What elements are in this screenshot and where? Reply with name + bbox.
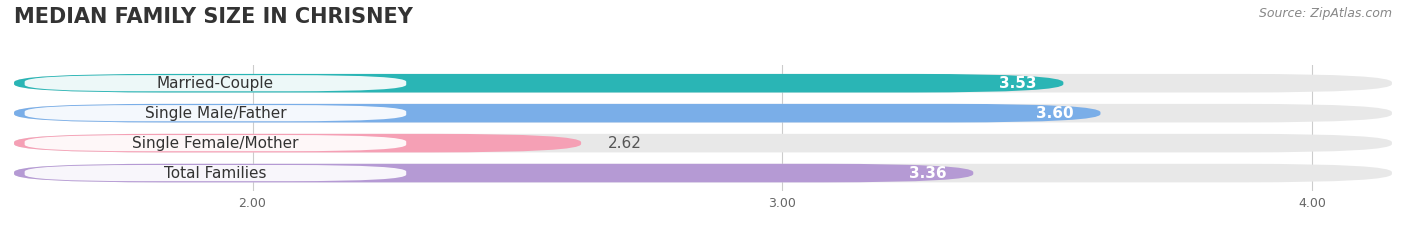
FancyBboxPatch shape <box>14 104 1392 123</box>
Text: 3.60: 3.60 <box>1036 106 1074 121</box>
Text: 2.62: 2.62 <box>607 136 641 151</box>
FancyBboxPatch shape <box>14 74 1392 93</box>
Text: Married-Couple: Married-Couple <box>157 76 274 91</box>
FancyBboxPatch shape <box>14 164 1392 182</box>
Text: Source: ZipAtlas.com: Source: ZipAtlas.com <box>1258 7 1392 20</box>
FancyBboxPatch shape <box>14 74 1063 93</box>
FancyBboxPatch shape <box>25 135 406 151</box>
Text: MEDIAN FAMILY SIZE IN CHRISNEY: MEDIAN FAMILY SIZE IN CHRISNEY <box>14 7 413 27</box>
Text: Single Female/Mother: Single Female/Mother <box>132 136 298 151</box>
FancyBboxPatch shape <box>25 75 406 91</box>
Text: Total Families: Total Families <box>165 166 267 181</box>
FancyBboxPatch shape <box>14 164 973 182</box>
FancyBboxPatch shape <box>14 104 1101 123</box>
Text: 3.53: 3.53 <box>1000 76 1036 91</box>
Text: 3.36: 3.36 <box>910 166 946 181</box>
FancyBboxPatch shape <box>25 165 406 181</box>
FancyBboxPatch shape <box>25 105 406 121</box>
FancyBboxPatch shape <box>14 134 581 152</box>
Text: Single Male/Father: Single Male/Father <box>145 106 287 121</box>
FancyBboxPatch shape <box>14 134 1392 152</box>
